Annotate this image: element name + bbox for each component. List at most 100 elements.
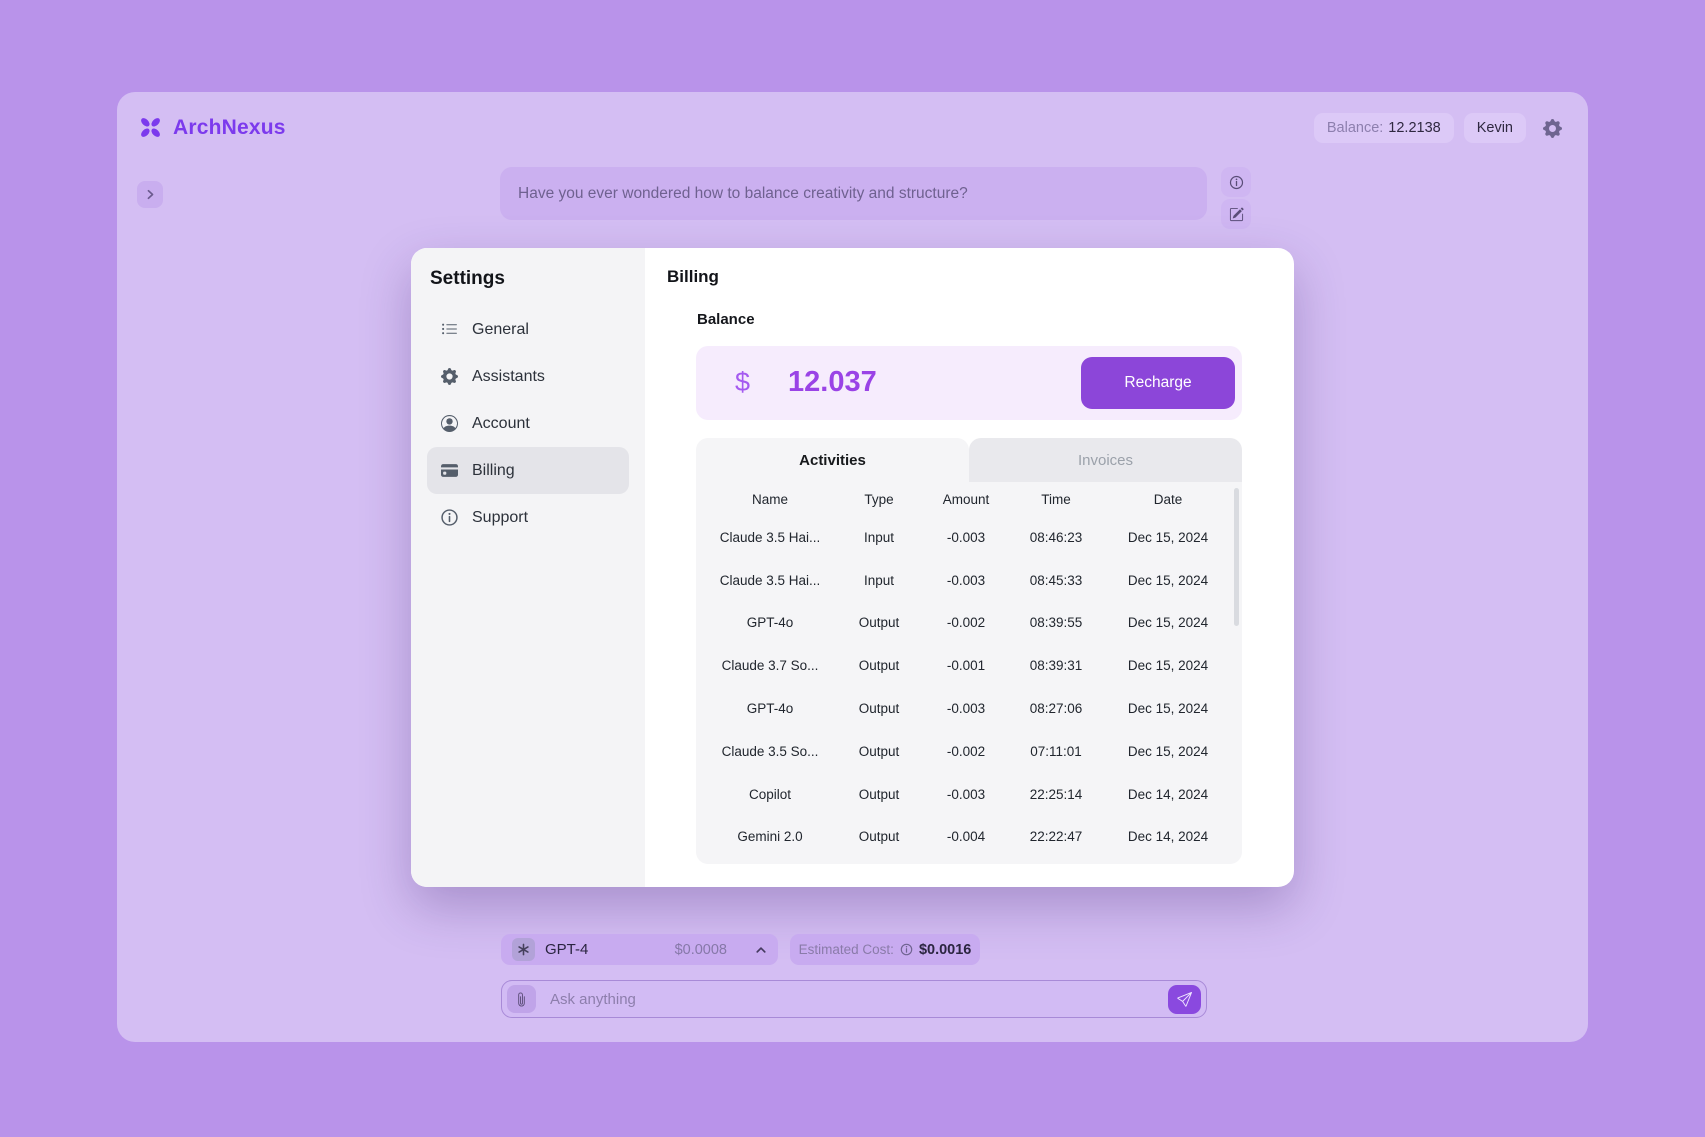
recharge-button[interactable]: Recharge <box>1081 357 1235 409</box>
conversation-info-button[interactable] <box>1221 167 1251 197</box>
sidebar-item-account[interactable]: Account <box>427 400 629 447</box>
balance-section-label: Balance <box>697 311 755 328</box>
cell-date: Dec 15, 2024 <box>1127 701 1209 717</box>
sidebar-expand-button[interactable] <box>137 181 163 208</box>
gear-icon <box>441 368 458 385</box>
table-row: Copilot Output -0.003 22:25:14 Dec 14, 2… <box>696 773 1242 816</box>
settings-title: Settings <box>430 268 505 289</box>
cell-date: Dec 15, 2024 <box>1127 572 1209 588</box>
cell-amount: -0.001 <box>946 658 986 674</box>
cell-date: Dec 15, 2024 <box>1127 743 1209 759</box>
cell-type: Output <box>858 829 900 845</box>
cell-amount: -0.002 <box>946 743 986 759</box>
cell-name: Claude 3.5 Hai... <box>719 572 821 588</box>
credit-card-icon <box>441 462 458 479</box>
conversation-question: Have you ever wondered how to balance cr… <box>518 184 968 202</box>
table-row: GPT-4o Output -0.003 08:27:06 Dec 15, 20… <box>696 687 1242 730</box>
estimated-cost-chip: Estimated Cost: $0.0016 <box>790 934 980 965</box>
estimated-cost-value: $0.0016 <box>918 941 972 958</box>
send-button[interactable] <box>1168 984 1201 1014</box>
balance-card: $ 12.037 Recharge <box>696 346 1242 420</box>
cell-date: Dec 15, 2024 <box>1127 529 1209 545</box>
cell-amount: -0.003 <box>946 701 986 717</box>
cell-name: Copilot <box>748 786 792 802</box>
tab-activities[interactable]: Activities <box>696 438 969 482</box>
cell-date: Dec 15, 2024 <box>1127 615 1209 631</box>
table-row: Claude 3.7 So... Output -0.001 08:39:31 … <box>696 644 1242 687</box>
gear-icon <box>1542 118 1562 138</box>
settings-gear-button[interactable] <box>1536 112 1568 144</box>
sidebar-item-general[interactable]: General <box>427 306 629 353</box>
attach-button[interactable] <box>507 985 536 1013</box>
cell-type: Output <box>858 701 900 717</box>
table-header-row: Name Type Amount Time Date <box>696 482 1242 516</box>
info-icon <box>900 943 913 956</box>
cell-date: Dec 14, 2024 <box>1127 786 1209 802</box>
cell-type: Output <box>858 615 900 631</box>
person-icon <box>441 415 458 432</box>
cell-amount: -0.004 <box>946 829 986 845</box>
cell-type: Output <box>858 658 900 674</box>
archnexus-logo-icon <box>141 118 160 137</box>
sidebar-item-label: Assistants <box>472 367 545 385</box>
openai-logo-icon <box>512 938 535 961</box>
cell-time: 22:22:47 <box>1029 829 1083 845</box>
table-row: GPT-4o Output -0.002 08:39:55 Dec 15, 20… <box>696 602 1242 645</box>
info-icon <box>1229 175 1243 189</box>
conversation-edit-button[interactable] <box>1221 199 1251 229</box>
table-row: Claude 3.5 So... Output -0.002 07:11:01 … <box>696 730 1242 773</box>
cell-name: GPT-4o <box>746 701 794 717</box>
sidebar-item-billing[interactable]: Billing <box>427 447 629 494</box>
cell-time: 08:27:06 <box>1029 701 1083 717</box>
sidebar-item-label: Billing <box>472 461 515 479</box>
billing-title: Billing <box>667 267 719 286</box>
billing-panel: Billing Balance $ 12.037 Recharge Activi… <box>645 248 1294 887</box>
table-row: Claude 3.5 Hai... Input -0.003 08:45:33 … <box>696 559 1242 602</box>
composer-input-bar <box>501 980 1207 1018</box>
cell-name: Gemini 2.0 <box>737 829 803 845</box>
cell-amount: -0.003 <box>946 529 986 545</box>
billing-tabs: Activities Invoices <box>696 438 1242 482</box>
model-selector[interactable]: GPT-4 $0.0008 <box>501 934 778 965</box>
tab-invoices[interactable]: Invoices <box>969 438 1242 482</box>
cell-time: 08:39:31 <box>1029 658 1083 674</box>
chevron-up-icon <box>755 944 767 956</box>
cell-time: 08:39:55 <box>1029 615 1083 631</box>
user-name: Kevin <box>1476 120 1513 136</box>
user-chip[interactable]: Kevin <box>1463 113 1526 143</box>
balance-chip-value: 12.2138 <box>1388 120 1441 136</box>
model-price: $0.0008 <box>674 941 727 958</box>
ask-input[interactable] <box>536 990 1168 1008</box>
cell-time: 08:45:33 <box>1029 572 1083 588</box>
balance-amount: 12.037 <box>788 366 877 398</box>
edit-icon <box>1229 206 1244 221</box>
cell-type: Output <box>858 743 900 759</box>
cell-time: 07:11:01 <box>1030 743 1082 759</box>
cell-amount: -0.003 <box>946 572 986 588</box>
cell-name: GPT-4o <box>746 615 794 631</box>
col-header-amount: Amount <box>942 491 990 507</box>
cell-date: Dec 14, 2024 <box>1127 829 1209 845</box>
cell-time: 22:25:14 <box>1029 786 1083 802</box>
brand-name: ArchNexus <box>173 115 286 139</box>
sidebar-item-support[interactable]: Support <box>427 494 629 541</box>
cell-name: Claude 3.5 So... <box>721 743 819 759</box>
cell-name: Claude 3.5 Hai... <box>719 529 821 545</box>
cell-type: Input <box>863 529 895 545</box>
cell-type: Input <box>863 572 895 588</box>
sidebar-item-label: Account <box>472 414 530 432</box>
table-scrollbar[interactable] <box>1234 488 1239 626</box>
send-icon <box>1177 991 1192 1007</box>
cell-amount: -0.003 <box>946 786 986 802</box>
balance-chip-label: Balance: <box>1326 120 1384 136</box>
col-header-date: Date <box>1153 491 1183 507</box>
paperclip-icon <box>518 991 525 1007</box>
balance-chip: Balance: 12.2138 <box>1313 113 1454 143</box>
table-row: Gemini 2.0 Output -0.004 22:22:47 Dec 14… <box>696 816 1242 859</box>
sidebar-item-label: General <box>472 320 529 338</box>
cell-amount: -0.002 <box>946 615 986 631</box>
cell-date: Dec 15, 2024 <box>1127 658 1209 674</box>
sidebar-item-assistants[interactable]: Assistants <box>427 353 629 400</box>
model-name: GPT-4 <box>545 941 589 958</box>
col-header-type: Type <box>864 491 894 507</box>
